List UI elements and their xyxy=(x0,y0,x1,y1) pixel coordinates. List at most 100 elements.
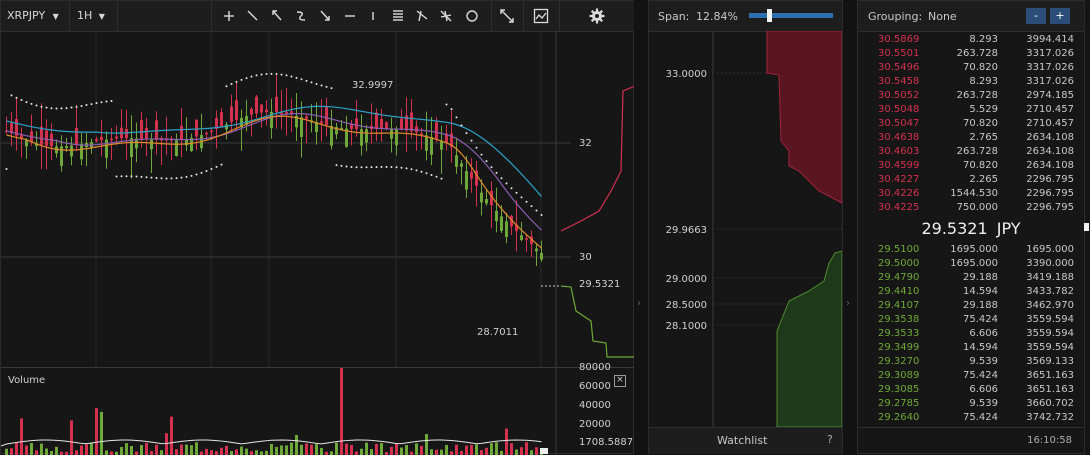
bid-row[interactable]: 29.5000 1695.000 3390.000 xyxy=(858,257,1084,271)
ask-row[interactable]: 30.5458 8.293 3317.026 xyxy=(858,75,1084,89)
ask-row[interactable]: 30.4638 2.765 2634.108 xyxy=(858,131,1084,145)
bid-row[interactable]: 29.4410 14.594 3433.782 xyxy=(858,285,1084,299)
fullscreen-icon[interactable] xyxy=(499,8,515,24)
gear-icon[interactable] xyxy=(589,8,605,24)
interval-selector[interactable]: 1H ▼ xyxy=(77,1,111,31)
plus-icon[interactable] xyxy=(224,11,234,21)
resize-handle[interactable] xyxy=(1084,223,1089,231)
bid-row[interactable]: 29.4790 29.188 3419.188 xyxy=(858,271,1084,285)
fib-tool-icon[interactable] xyxy=(393,10,403,21)
grouping-minus-button[interactable]: - xyxy=(1026,8,1046,24)
candle xyxy=(185,138,188,146)
down-arrow-icon[interactable] xyxy=(320,10,330,21)
sar-dot xyxy=(495,171,498,174)
candle xyxy=(155,120,158,141)
total: 2710.457 xyxy=(1026,104,1074,115)
chevron-down-icon: ▼ xyxy=(98,12,105,21)
candle xyxy=(475,170,478,186)
sar-dot xyxy=(115,175,118,178)
ask-row[interactable]: 30.5501 263.728 3317.026 xyxy=(858,47,1084,61)
ask-row[interactable]: 30.5496 70.820 3317.026 xyxy=(858,61,1084,75)
candle xyxy=(330,126,333,146)
candle xyxy=(520,235,523,240)
candle xyxy=(395,129,398,146)
volume-bar xyxy=(20,418,23,455)
close-icon[interactable]: × xyxy=(614,375,626,387)
sar-dot xyxy=(185,175,188,178)
bid-row[interactable]: 29.2640 75.424 3742.732 xyxy=(858,411,1084,425)
brush-tool-icon[interactable] xyxy=(416,10,428,22)
volume-bar xyxy=(35,450,38,455)
volume-bar xyxy=(65,451,68,455)
pitchfork-tool-icon[interactable] xyxy=(440,10,452,22)
sar-dot xyxy=(505,182,508,185)
volume-bar xyxy=(270,443,273,455)
depth-panel: Span: 12.84% 33.0000 29.9663 29.0000 28.500… xyxy=(648,0,843,454)
volume-bar xyxy=(370,449,373,455)
sar-dot xyxy=(155,177,158,180)
sar-dot xyxy=(370,166,373,169)
bid-row[interactable]: 29.5100 1695.000 1695.000 xyxy=(858,243,1084,257)
bid-row[interactable]: 29.3089 75.424 3651.163 xyxy=(858,369,1084,383)
price: 29.3085 xyxy=(878,384,920,395)
ask-row[interactable]: 30.5048 5.529 2710.457 xyxy=(858,103,1084,117)
bid-row[interactable]: 29.2785 9.539 3660.702 xyxy=(858,397,1084,411)
chart-type-icon[interactable] xyxy=(533,8,549,24)
sar-dot xyxy=(280,73,283,76)
sar-dot xyxy=(40,105,43,108)
candle xyxy=(435,122,438,139)
collapse-right-handle[interactable]: › xyxy=(843,0,858,454)
total: 3559.594 xyxy=(1026,328,1074,339)
depth-chart[interactable]: 33.0000 29.9663 29.0000 28.5000 28.1000 xyxy=(649,31,842,427)
ask-row[interactable]: 30.5869 8.293 3994.414 xyxy=(858,33,1084,47)
line-tool-icon[interactable] xyxy=(247,10,258,21)
bid-row[interactable]: 29.4107 29.188 3462.970 xyxy=(858,299,1084,313)
sar-dot xyxy=(480,153,483,156)
bid-row[interactable]: 29.3085 6.606 3651.163 xyxy=(858,383,1084,397)
grouping-plus-button[interactable]: + xyxy=(1050,8,1070,24)
candle xyxy=(425,135,428,151)
span-slider-handle[interactable] xyxy=(767,9,773,22)
collapse-left-handle[interactable]: › xyxy=(634,0,649,454)
price-chart[interactable] xyxy=(1,31,635,367)
symbol-selector[interactable]: XRPJPY ▼ xyxy=(7,1,63,31)
candle xyxy=(75,128,78,145)
depth-tick-label: 28.1000 xyxy=(666,321,707,332)
volume-bar xyxy=(70,420,73,455)
ask-row[interactable]: 30.4227 2.265 2296.795 xyxy=(858,173,1084,187)
candle xyxy=(135,138,138,149)
low-label: 28.7011 xyxy=(477,327,519,338)
span-slider[interactable] xyxy=(749,9,833,22)
ask-row[interactable]: 30.4599 70.820 2634.108 xyxy=(858,159,1084,173)
watchlist-bar[interactable]: Watchlist ? xyxy=(649,427,842,454)
price: 30.4638 xyxy=(878,132,920,143)
volume-bar xyxy=(40,443,43,455)
curve-tool-icon[interactable] xyxy=(296,11,306,21)
arrow-tool-icon[interactable] xyxy=(272,10,282,21)
help-button[interactable]: ? xyxy=(827,433,833,446)
candle xyxy=(265,109,268,113)
ask-row[interactable]: 30.4226 1544.530 2296.795 xyxy=(858,187,1084,201)
bid-row[interactable]: 29.3533 6.606 3559.594 xyxy=(858,327,1084,341)
bid-row[interactable]: 29.3270 9.539 3569.133 xyxy=(858,355,1084,369)
circle-tool-icon[interactable] xyxy=(466,10,478,22)
volume-bar xyxy=(5,448,8,455)
volume-bar xyxy=(275,446,278,455)
volume-bar xyxy=(140,445,143,455)
candle xyxy=(535,248,538,252)
bid-row[interactable]: 29.3538 75.424 3559.594 xyxy=(858,313,1084,327)
ask-row[interactable]: 30.4225 750.000 2296.795 xyxy=(858,201,1084,215)
ask-row[interactable]: 30.5047 70.820 2710.457 xyxy=(858,117,1084,131)
volume-bar xyxy=(490,443,493,455)
volume-bar xyxy=(15,442,18,455)
bid-row[interactable]: 29.3499 14.594 3559.594 xyxy=(858,341,1084,355)
ask-row[interactable]: 30.4603 263.728 2634.108 xyxy=(858,145,1084,159)
resize-handle[interactable] xyxy=(540,448,548,454)
ask-row[interactable]: 30.5052 263.728 2974.185 xyxy=(858,89,1084,103)
total: 3651.163 xyxy=(1026,370,1074,381)
depth-tick-label: 33.0000 xyxy=(666,69,707,80)
candle xyxy=(20,134,23,139)
volume-bar xyxy=(425,434,428,455)
candle xyxy=(235,100,238,120)
volume-bar xyxy=(385,451,388,455)
